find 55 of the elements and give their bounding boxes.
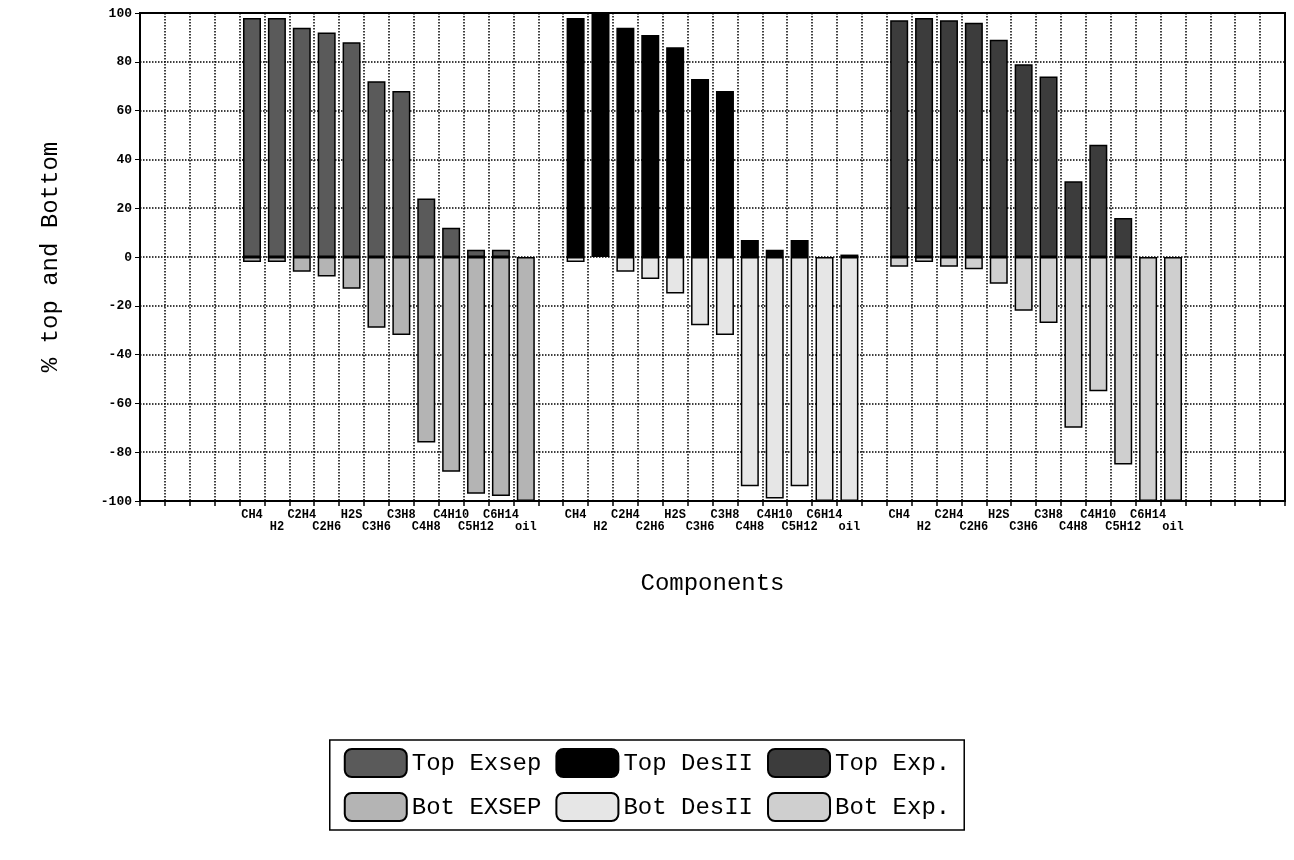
x-tick-label: C2H4 bbox=[610, 508, 640, 522]
y-tick-label: 20 bbox=[116, 200, 133, 216]
x-tick-label: C6H14 bbox=[1130, 508, 1167, 522]
y-tick-label: -20 bbox=[108, 298, 133, 314]
y-tick-label: 100 bbox=[108, 5, 133, 21]
y-tick-label: 80 bbox=[116, 54, 133, 70]
x-tick-label: C3H6 bbox=[362, 520, 391, 534]
x-tick-label: C5H12 bbox=[781, 520, 818, 534]
legend-label: Top DesII bbox=[623, 749, 754, 777]
x-tick-label: C2H4 bbox=[934, 508, 964, 522]
x-tick-label: H2 bbox=[916, 520, 932, 534]
x-tick-label: H2S bbox=[987, 508, 1010, 522]
x-tick-label: CH4 bbox=[564, 508, 587, 522]
x-tick-label: C2H4 bbox=[287, 508, 317, 522]
x-tick-label: C3H8 bbox=[386, 508, 416, 522]
x-tick-label: C6H14 bbox=[806, 508, 843, 522]
y-axis-title: % top and Bottom bbox=[36, 141, 64, 373]
x-tick-label: C3H8 bbox=[710, 508, 740, 522]
x-tick-label: C4H8 bbox=[411, 520, 441, 534]
x-tick-label: C5H12 bbox=[1105, 520, 1142, 534]
x-tick-label: H2S bbox=[340, 508, 363, 522]
x-tick-label: C3H8 bbox=[1034, 508, 1063, 522]
x-tick-label: C4H10 bbox=[756, 508, 793, 522]
x-tick-label: C5H12 bbox=[458, 520, 495, 534]
x-tick-label: C6H14 bbox=[482, 508, 519, 522]
legend-label: Top Exp. bbox=[835, 749, 951, 777]
x-tick-label: C2H6 bbox=[312, 520, 342, 534]
x-tick-label: C2H6 bbox=[959, 520, 989, 534]
x-tick-label: H2 bbox=[269, 520, 285, 534]
x-tick-label: C2H6 bbox=[635, 520, 665, 534]
y-tick-label: 0 bbox=[124, 249, 133, 265]
y-tick-label: 60 bbox=[116, 103, 133, 119]
y-tick-label: -100 bbox=[100, 493, 133, 509]
x-tick-label: oil bbox=[515, 520, 537, 534]
x-tick-label: C4H8 bbox=[735, 520, 765, 534]
legend-label: Top Exsep bbox=[411, 749, 542, 777]
y-tick-label: -60 bbox=[108, 395, 133, 411]
x-tick-label: H2 bbox=[593, 520, 608, 534]
x-tick-label: H2S bbox=[664, 508, 686, 522]
legend-label: Bot EXSEP bbox=[411, 793, 542, 821]
x-tick-label: C3H6 bbox=[1009, 520, 1039, 534]
y-tick-label: -40 bbox=[108, 347, 133, 363]
y-tick-label: 40 bbox=[116, 151, 133, 167]
legend-label: Bot Exp. bbox=[835, 793, 951, 821]
legend-label: Bot DesII bbox=[623, 793, 754, 821]
x-tick-label: C4H8 bbox=[1059, 520, 1088, 534]
y-tick-label: -80 bbox=[108, 444, 133, 460]
x-tick-label: C3H6 bbox=[685, 520, 715, 534]
x-tick-label: CH4 bbox=[241, 508, 263, 522]
x-axis-title: Components bbox=[640, 569, 785, 597]
x-tick-label: CH4 bbox=[888, 508, 910, 522]
x-tick-label: oil bbox=[1162, 520, 1184, 534]
x-tick-label: C4H10 bbox=[433, 508, 470, 522]
x-tick-label: oil bbox=[838, 520, 861, 534]
x-tick-label: C4H10 bbox=[1080, 508, 1117, 522]
